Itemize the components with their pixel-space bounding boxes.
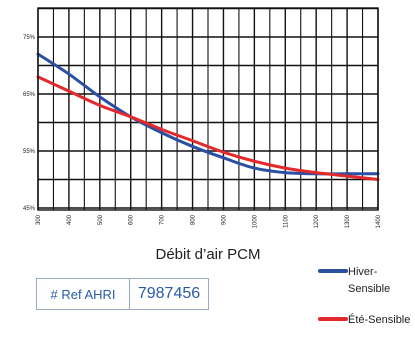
series-line-1 (36, 75, 380, 181)
y-tick-label: 45% (23, 206, 36, 212)
x-tick-label: 700 (160, 214, 166, 225)
x-tick-labels: 300 400 500 600 700 800 900 1000 1100 1200 1300 140… (36, 214, 382, 228)
x-tick-label: 300 (36, 214, 42, 225)
plot-frame (37, 7, 379, 211)
ahri-ref-value: 7987456 (137, 285, 201, 302)
ahri-ref-box: # Ref AHRI 7987456 (36, 278, 209, 310)
x-tick-label: 1400 (376, 214, 382, 228)
legend-swatch-hiver (318, 269, 348, 273)
y-tick-label: 75% (23, 35, 36, 41)
grid (37, 7, 379, 210)
x-tick-label: 600 (129, 214, 135, 225)
x-tick-label: 800 (191, 214, 197, 225)
x-tick-label: 500 (98, 214, 104, 225)
x-tick-label: 1100 (283, 214, 289, 228)
y-tick-labels: 75% 65% 55% 45% (23, 35, 36, 212)
series-lines (36, 52, 380, 181)
legend-swatch-ete (318, 317, 348, 321)
ahri-ref-label: # Ref AHRI (37, 279, 130, 309)
x-tick-label: 400 (67, 214, 73, 225)
legend-label-hiver: Hiver-Sensible (348, 266, 391, 295)
y-tick-label: 55% (23, 149, 36, 155)
y-tick-label: 65% (23, 92, 36, 98)
x-tick-label: 1000 (252, 214, 258, 228)
x-axis-label: Débit d’air PCM (155, 246, 261, 263)
x-tick-label: 1300 (345, 214, 351, 228)
x-tick-label: 1200 (314, 214, 320, 228)
x-tick-label: 900 (221, 214, 227, 225)
legend-label-ete: Été-Sensible (348, 314, 411, 326)
